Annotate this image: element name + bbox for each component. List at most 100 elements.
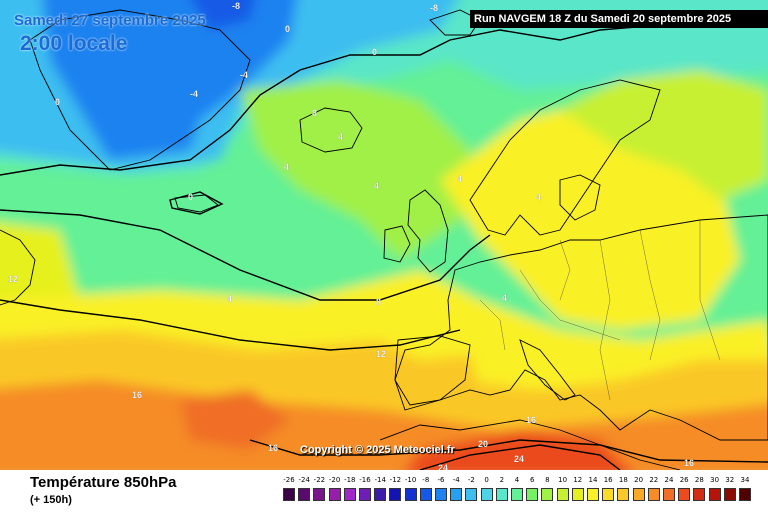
coast-ireland bbox=[383, 225, 411, 263]
isotherm-label: 24 bbox=[438, 463, 448, 470]
coast-canada bbox=[0, 229, 36, 306]
scale-swatch bbox=[511, 488, 523, 501]
scale-label: 2 bbox=[499, 476, 505, 484]
scale-label: -18 bbox=[344, 476, 356, 484]
model-run-label: Run NAVGEM 18 Z du Samedi 20 septembre 2… bbox=[470, 10, 768, 28]
border-line bbox=[479, 299, 506, 351]
scale-label: 28 bbox=[694, 476, 704, 484]
field-patch-22 bbox=[180, 390, 290, 450]
coastlines bbox=[0, 9, 768, 470]
isotherm-label: -8 bbox=[430, 3, 438, 13]
scale-label: 8 bbox=[545, 476, 550, 484]
parameter-title: Température 850hPa bbox=[30, 474, 177, 491]
scale-swatch bbox=[602, 488, 615, 501]
field-band-minus8 bbox=[192, 0, 255, 30]
isotherm-label: 8 bbox=[376, 297, 381, 307]
coast-iceland bbox=[299, 107, 363, 153]
scale-swatch bbox=[465, 488, 478, 501]
scale-swatch bbox=[298, 488, 311, 501]
scale-swatch bbox=[647, 488, 660, 501]
scale-swatch bbox=[435, 488, 447, 501]
isotherm-label: 8 bbox=[312, 108, 317, 118]
scale-label: 14 bbox=[588, 476, 598, 484]
coast-britain bbox=[407, 189, 449, 273]
isotherm-label: -4 bbox=[190, 89, 198, 99]
scale-swatch bbox=[739, 488, 751, 501]
isotherm-label: 4 bbox=[338, 132, 343, 142]
field-band-8-north bbox=[560, 70, 768, 200]
scale-label: 0 bbox=[484, 476, 489, 484]
isotherm-label: 4 bbox=[227, 294, 232, 304]
border-line bbox=[599, 239, 611, 401]
border-line bbox=[559, 239, 571, 301]
isotherm-label: 4 bbox=[284, 162, 289, 172]
isotherm-12-line bbox=[0, 299, 461, 351]
scale-label: 22 bbox=[649, 476, 659, 484]
scale-swatch bbox=[693, 488, 706, 501]
scale-swatch bbox=[678, 488, 691, 501]
isotherm-24-line bbox=[419, 444, 621, 470]
scale-swatch bbox=[556, 488, 569, 501]
scale-swatch bbox=[541, 488, 554, 501]
coast-small-island bbox=[174, 194, 219, 213]
coast-italy bbox=[519, 339, 576, 401]
scale-swatch bbox=[708, 488, 721, 501]
scale-label: 16 bbox=[603, 476, 613, 484]
scale-swatch bbox=[328, 488, 341, 501]
isotherm-label: -4 bbox=[240, 70, 248, 80]
field-band-minus4 bbox=[42, 0, 297, 160]
border-line bbox=[519, 269, 621, 341]
scale-label: 26 bbox=[679, 476, 689, 484]
scale-label: -6 bbox=[437, 476, 445, 484]
scale-swatch bbox=[723, 488, 736, 501]
isotherm-label: 16 bbox=[684, 458, 694, 468]
isotherm-label: 4 bbox=[374, 181, 379, 191]
coast-greenland bbox=[29, 9, 251, 171]
scale-label: -24 bbox=[298, 476, 310, 484]
isotherms bbox=[0, 21, 768, 470]
scale-label: 10 bbox=[558, 476, 568, 484]
scale-label: 20 bbox=[634, 476, 644, 484]
field-band-24 bbox=[406, 430, 630, 470]
scale-swatch bbox=[663, 488, 675, 501]
temperature-field bbox=[0, 0, 768, 470]
isotherm-label: 0 bbox=[372, 47, 377, 57]
scale-label: 32 bbox=[725, 476, 735, 484]
scale-label: -14 bbox=[374, 476, 386, 484]
scale-label: -12 bbox=[389, 476, 402, 484]
coast-scandinavia bbox=[469, 79, 661, 236]
scale-swatch bbox=[313, 488, 326, 501]
scale-label: -4 bbox=[452, 476, 460, 484]
scale-label: 24 bbox=[664, 476, 674, 484]
isotherm-label: -8 bbox=[232, 1, 240, 11]
scale-swatch bbox=[359, 488, 371, 501]
isotherm-0-line bbox=[0, 21, 768, 176]
scale-swatch bbox=[587, 488, 599, 501]
scale-swatch bbox=[419, 488, 432, 501]
scale-swatch bbox=[526, 488, 539, 501]
coast-baltic bbox=[559, 174, 601, 221]
isotherm-labels: -8 -8 0 0 -4 -4 0 8 4 4 0 4 4 4 12 4 8 4… bbox=[8, 1, 694, 470]
isotherm-label: 16 bbox=[526, 415, 536, 425]
scale-swatch bbox=[450, 488, 463, 501]
scale-swatch bbox=[404, 488, 417, 501]
scale-swatch bbox=[571, 488, 584, 501]
isotherm-label: 20 bbox=[478, 439, 488, 449]
field-patch-iberia bbox=[420, 355, 480, 395]
field-band-6 bbox=[240, 80, 470, 260]
scale-label: 6 bbox=[529, 476, 535, 484]
scale-label: -8 bbox=[422, 476, 430, 484]
isotherm-label: 16 bbox=[132, 390, 142, 400]
borders bbox=[479, 220, 721, 401]
isotherm-label: 0 bbox=[285, 24, 290, 34]
isotherm-label: 24 bbox=[514, 454, 524, 464]
scale-swatch bbox=[495, 488, 508, 501]
coast-north-africa bbox=[379, 419, 681, 470]
forecast-lead-time: (+ 150h) bbox=[30, 494, 72, 506]
scale-label: 30 bbox=[710, 476, 720, 484]
scale-label: 4 bbox=[514, 476, 520, 484]
scale-label: -16 bbox=[359, 476, 371, 484]
isotherm-label: 16 bbox=[268, 443, 278, 453]
isotherm-label: 12 bbox=[376, 349, 386, 359]
border-line bbox=[639, 229, 661, 361]
